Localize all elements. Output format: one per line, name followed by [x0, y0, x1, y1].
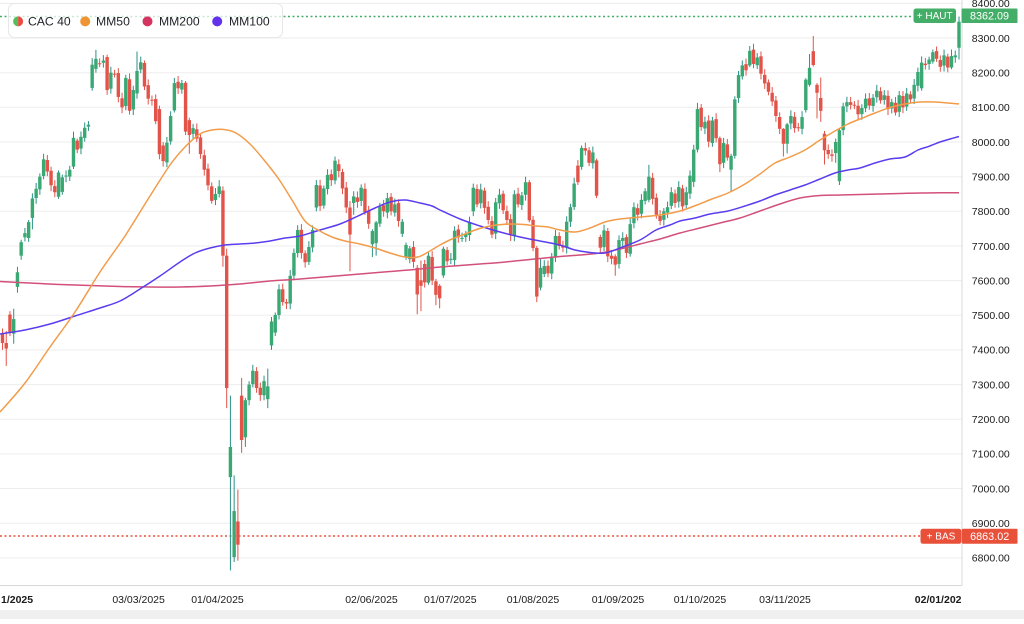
- svg-text:7200.00: 7200.00: [972, 414, 1010, 426]
- svg-text:8300.00: 8300.00: [972, 33, 1010, 45]
- svg-text:01/10/2025: 01/10/2025: [674, 594, 727, 606]
- svg-text:7900.00: 7900.00: [972, 172, 1010, 184]
- svg-text:7300.00: 7300.00: [972, 379, 1010, 391]
- svg-text:01/04/2025: 01/04/2025: [191, 594, 244, 606]
- svg-text:8362.09: 8362.09: [970, 10, 1009, 22]
- svg-text:02/01/202: 02/01/202: [915, 594, 962, 606]
- svg-text:7100.00: 7100.00: [972, 449, 1010, 461]
- svg-text:6863.02: 6863.02: [970, 531, 1009, 543]
- svg-text:+ HAUT: + HAUT: [917, 11, 953, 22]
- svg-text:01/08/2025: 01/08/2025: [507, 594, 560, 606]
- svg-text:7700.00: 7700.00: [972, 241, 1010, 253]
- svg-text:MM100: MM100: [229, 15, 270, 29]
- svg-text:7800.00: 7800.00: [972, 206, 1010, 218]
- svg-text:7400.00: 7400.00: [972, 345, 1010, 357]
- svg-text:7600.00: 7600.00: [972, 275, 1010, 287]
- svg-text:03/03/2025: 03/03/2025: [112, 594, 165, 606]
- svg-text:1/2025: 1/2025: [1, 594, 33, 606]
- svg-text:8100.00: 8100.00: [972, 102, 1010, 114]
- svg-text:8400.00: 8400.00: [972, 0, 1010, 10]
- svg-text:7000.00: 7000.00: [972, 483, 1010, 495]
- svg-text:02/06/2025: 02/06/2025: [345, 594, 398, 606]
- svg-text:01/07/2025: 01/07/2025: [424, 594, 477, 606]
- svg-text:7500.00: 7500.00: [972, 310, 1010, 322]
- svg-text:MM50: MM50: [96, 15, 130, 29]
- svg-text:8200.00: 8200.00: [972, 68, 1010, 80]
- svg-text:MM200: MM200: [159, 15, 200, 29]
- svg-text:6900.00: 6900.00: [972, 518, 1010, 530]
- svg-text:03/11/2025: 03/11/2025: [759, 594, 811, 606]
- svg-text:8000.00: 8000.00: [972, 137, 1010, 149]
- svg-text:CAC 40: CAC 40: [28, 15, 71, 29]
- svg-text:6800.00: 6800.00: [972, 553, 1010, 565]
- svg-text:01/09/2025: 01/09/2025: [592, 594, 645, 606]
- svg-text:+ BAS: + BAS: [927, 532, 956, 543]
